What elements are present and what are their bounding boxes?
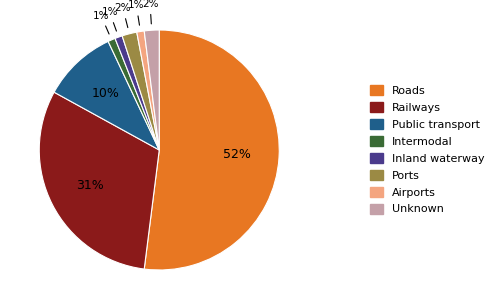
Wedge shape bbox=[115, 36, 159, 150]
Text: 1%: 1% bbox=[128, 0, 145, 25]
Wedge shape bbox=[54, 41, 159, 150]
Wedge shape bbox=[39, 92, 159, 269]
Text: 10%: 10% bbox=[92, 87, 120, 100]
Wedge shape bbox=[122, 32, 159, 150]
Text: 2%: 2% bbox=[115, 3, 131, 28]
Text: 2%: 2% bbox=[142, 0, 158, 24]
Wedge shape bbox=[144, 30, 159, 150]
Text: 1%: 1% bbox=[101, 7, 118, 31]
Wedge shape bbox=[108, 38, 159, 150]
Text: 1%: 1% bbox=[93, 11, 109, 34]
Wedge shape bbox=[137, 31, 159, 150]
Legend: Roads, Railways, Public transport, Intermodal, Inland waterway, Ports, Airports,: Roads, Railways, Public transport, Inter… bbox=[369, 85, 485, 214]
Text: 52%: 52% bbox=[223, 148, 251, 161]
Wedge shape bbox=[144, 30, 279, 270]
Text: 31%: 31% bbox=[76, 179, 103, 192]
